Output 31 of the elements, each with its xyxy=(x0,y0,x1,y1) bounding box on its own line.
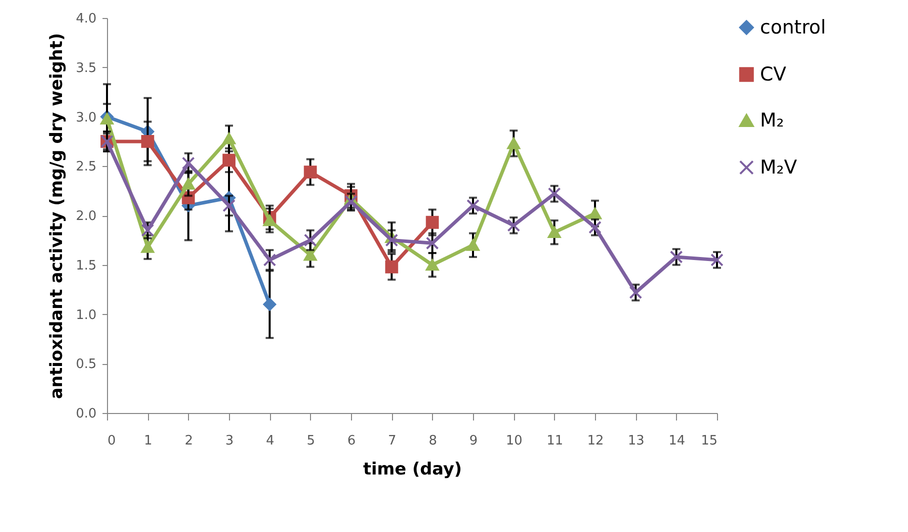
y-tick-label: 2.5 xyxy=(76,160,96,175)
y-tick-label: 0.5 xyxy=(76,357,96,372)
y-tick-label: 3.0 xyxy=(76,110,96,126)
x-tick-label: 4 xyxy=(266,434,274,448)
y-tick-label: 4.0 xyxy=(76,12,96,26)
legend-label: CV xyxy=(760,64,786,86)
x-tick-label: 5 xyxy=(306,434,315,448)
x-tick-label: 8 xyxy=(428,434,437,448)
y-tick-label: 1.5 xyxy=(76,258,96,274)
x-tick-label: 0 xyxy=(108,434,116,448)
x-tick-label: 11 xyxy=(546,434,564,448)
x-axis-title: time (day) xyxy=(363,460,462,480)
x-tick-label: 10 xyxy=(506,434,522,448)
x-tick-label: 13 xyxy=(628,434,644,448)
x-tick-label: 6 xyxy=(347,434,356,448)
legend-label: control xyxy=(760,16,826,38)
x-tick-label: 1 xyxy=(144,434,152,448)
x-tick-label: 12 xyxy=(587,434,604,448)
y-tick-label: 2.0 xyxy=(76,209,96,224)
x-tick-label: 2 xyxy=(184,434,193,448)
y-tick-label: 1.0 xyxy=(76,308,96,323)
y-tick-label: 3.5 xyxy=(76,60,96,76)
y-axis-title: antioxidant activity (mg/g dry weight) xyxy=(46,32,67,400)
legend-label: M₂V xyxy=(760,156,798,178)
legend-label: M₂ xyxy=(760,110,784,132)
x-tick-label: 7 xyxy=(388,434,396,448)
x-tick-label: 9 xyxy=(469,434,478,448)
x-tick-label: 14 xyxy=(668,434,686,448)
y-tick-label: 0.0 xyxy=(76,406,96,422)
x-tick-label: 3 xyxy=(225,434,234,448)
x-tick-label: 15 xyxy=(700,434,718,448)
